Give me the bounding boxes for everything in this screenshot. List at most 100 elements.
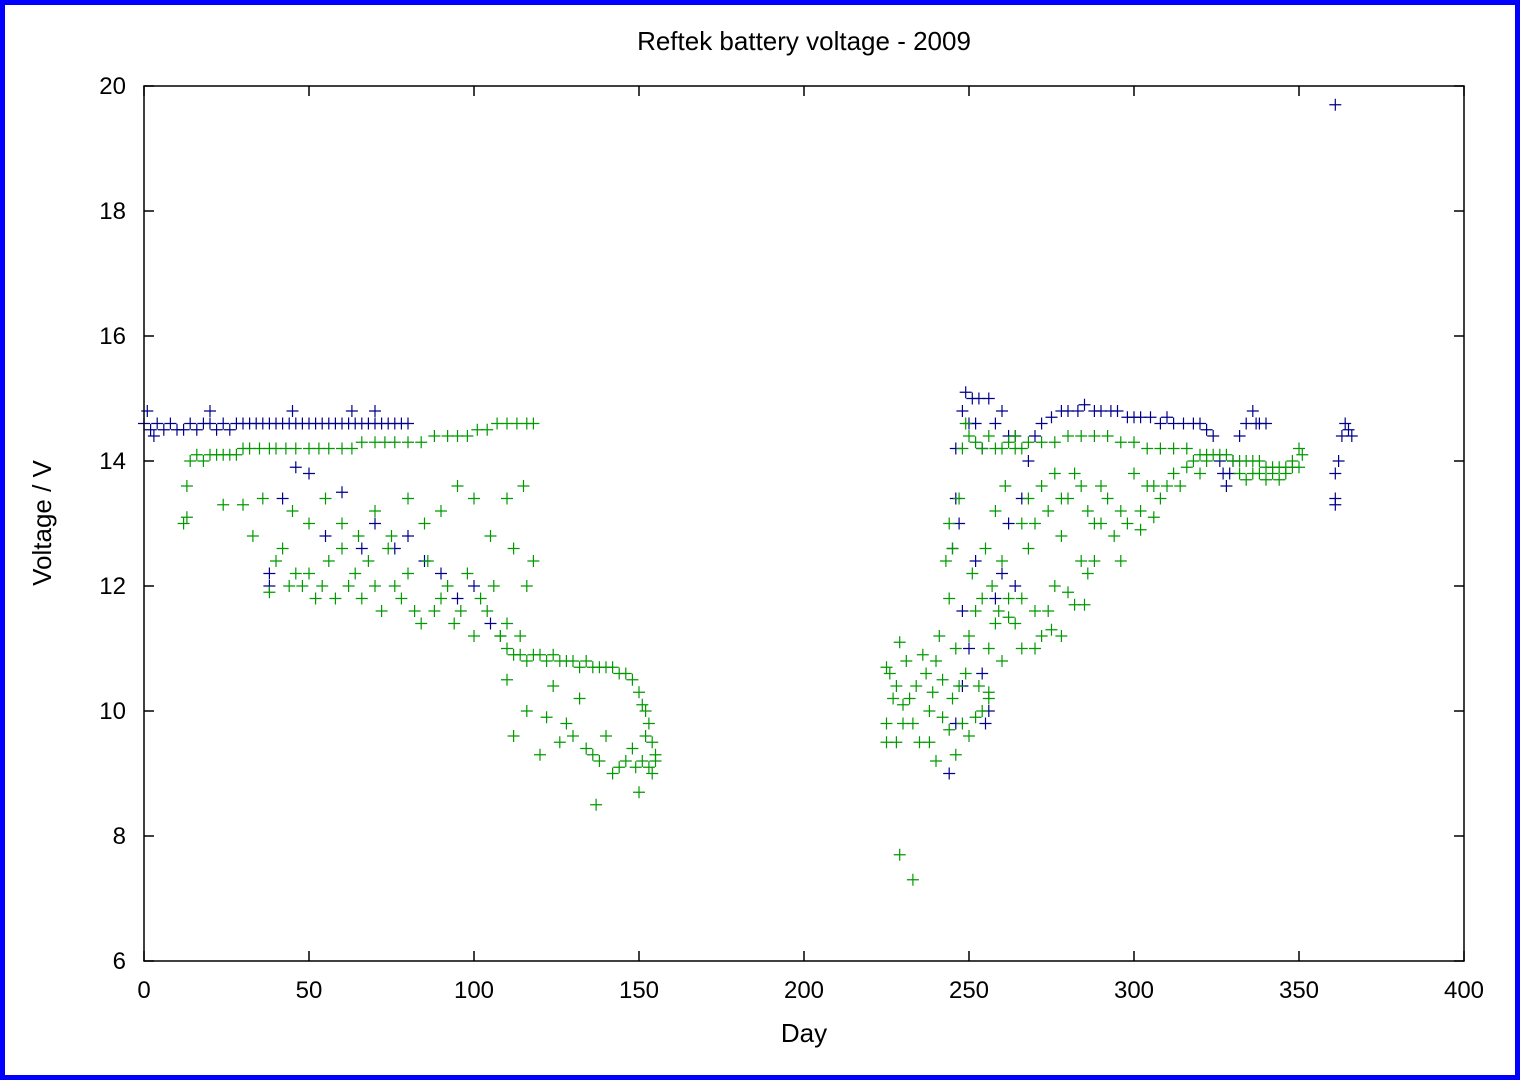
data-point (1128, 467, 1140, 480)
y-axis-label: Voltage / V (27, 459, 57, 585)
data-point (600, 730, 612, 742)
y-tick-label: 10 (99, 698, 126, 725)
data-point (388, 436, 401, 449)
data-point (355, 542, 368, 555)
data-point (451, 480, 464, 492)
data-point (1062, 492, 1074, 505)
data-point (943, 517, 956, 530)
data-point (1075, 480, 1088, 492)
data-point (1002, 436, 1015, 449)
data-point (976, 592, 989, 605)
data-point (1260, 417, 1272, 430)
data-point (1187, 455, 1200, 467)
data-point (1048, 436, 1061, 449)
data-point (1144, 411, 1157, 424)
data-point (989, 505, 1002, 517)
data-point (1114, 505, 1127, 517)
data-point (369, 517, 381, 530)
data-point (1286, 455, 1299, 467)
data-point (639, 705, 652, 717)
data-point (1279, 467, 1292, 480)
data-point (887, 692, 900, 705)
data-point (1055, 630, 1068, 642)
data-point (1042, 505, 1055, 517)
data-point (501, 642, 513, 655)
data-point (943, 592, 956, 605)
data-point (217, 417, 230, 430)
data-point (329, 592, 342, 605)
data-point (484, 617, 497, 630)
data-point (1253, 467, 1266, 480)
data-point (276, 542, 289, 555)
data-point (1273, 473, 1286, 486)
data-point (1194, 467, 1206, 480)
data-point (461, 430, 474, 442)
data-point (646, 736, 659, 749)
data-point (953, 492, 966, 505)
data-point (946, 692, 959, 705)
data-point (567, 730, 579, 742)
y-tick-label: 12 (99, 573, 126, 600)
data-point (375, 605, 388, 617)
data-point (1220, 448, 1233, 461)
data-point (626, 673, 639, 686)
data-point (1154, 492, 1167, 505)
data-point (982, 430, 995, 442)
data-point (880, 717, 893, 730)
data-point (1329, 492, 1342, 505)
data-point (1078, 598, 1091, 611)
data-point (345, 405, 358, 417)
y-tick-label: 14 (99, 448, 126, 475)
data-point (309, 592, 322, 605)
data-point (959, 386, 972, 399)
data-point (418, 517, 431, 530)
data-point (956, 405, 969, 417)
data-point (1111, 405, 1124, 417)
data-point (1233, 467, 1246, 480)
data-point (144, 423, 157, 436)
data-point (289, 567, 302, 580)
data-point (1009, 580, 1022, 592)
data-point (382, 542, 395, 555)
data-point (441, 580, 454, 592)
data-point (1339, 417, 1352, 430)
data-point (322, 555, 335, 567)
data-point (633, 686, 645, 699)
data-point (1035, 480, 1048, 492)
data-point (336, 542, 348, 555)
series-1 (138, 98, 1358, 780)
data-point (501, 617, 513, 630)
x-tick-label: 200 (784, 977, 824, 1004)
data-point (642, 717, 655, 730)
data-point (976, 442, 989, 455)
data-point (1088, 430, 1101, 442)
data-point (996, 405, 1008, 417)
data-point (996, 655, 1008, 667)
data-point (527, 555, 540, 567)
data-point (395, 592, 408, 605)
data-point (989, 617, 1002, 630)
x-tick-label: 100 (454, 977, 494, 1004)
data-point (982, 642, 995, 655)
data-point (1015, 592, 1028, 605)
data-point (270, 555, 282, 567)
data-point (362, 555, 375, 567)
data-point (906, 873, 919, 886)
data-point (1009, 617, 1022, 630)
data-point (217, 498, 230, 511)
data-point (1147, 480, 1160, 492)
data-point (319, 492, 332, 505)
data-point (1220, 480, 1233, 492)
data-point (1048, 580, 1061, 592)
data-point (1167, 467, 1180, 480)
data-point (982, 686, 995, 699)
data-point (1002, 611, 1015, 624)
data-point (890, 680, 903, 692)
data-point (1035, 436, 1048, 449)
data-point (883, 667, 896, 680)
data-point (1141, 442, 1154, 455)
data-point (501, 673, 513, 686)
data-point (514, 630, 527, 642)
data-point (923, 705, 936, 717)
